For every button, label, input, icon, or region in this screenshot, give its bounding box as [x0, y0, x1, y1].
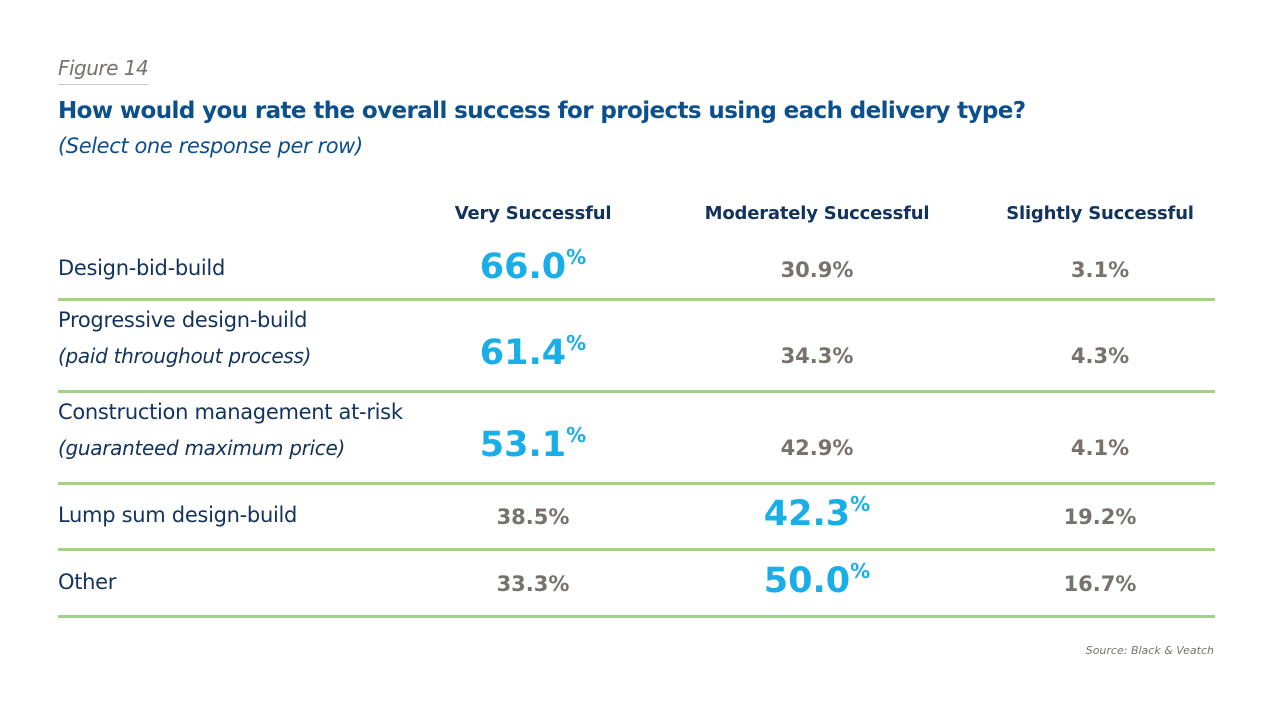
value-number: 4.1	[1070, 436, 1109, 460]
percent-sign: %	[548, 505, 570, 529]
value-cell: 34.3%	[781, 344, 854, 368]
value-cell: 53.1%	[480, 423, 586, 465]
row-label: Other	[58, 569, 117, 594]
row-label: Construction management at-risk	[58, 400, 403, 424]
value-number: 4.3	[1070, 344, 1109, 368]
row-label: Design-bid-build	[58, 256, 225, 280]
table-row: Design-bid-build 66.0% 30.9% 3.1%	[58, 240, 1215, 301]
percent-sign: %	[850, 492, 871, 516]
chart-title: How would you rate the overall success f…	[58, 98, 1026, 124]
value-number: 66.0	[479, 247, 567, 287]
value-cell: 4.3%	[1071, 344, 1129, 368]
percent-sign: %	[1115, 571, 1137, 596]
value-number: 53.1	[479, 425, 567, 465]
percent-sign: %	[1115, 505, 1137, 529]
value-cell: 3.1%	[1071, 258, 1129, 282]
table-row: Construction management at-risk (guarante…	[58, 394, 1215, 485]
percent-sign: %	[1108, 436, 1130, 460]
value-cell: 33.3%	[497, 572, 570, 596]
value-number: 16.7	[1063, 571, 1116, 596]
value-number: 42.9	[780, 436, 833, 460]
value-cell: 4.1%	[1071, 436, 1129, 460]
column-header-slightly-successful: Slightly Successful	[1006, 203, 1194, 224]
percent-sign: %	[850, 558, 871, 583]
value-cell: 42.9%	[781, 436, 854, 460]
table-row: Lump sum design-build 38.5% 42.3% 19.2%	[58, 486, 1215, 551]
percent-sign: %	[832, 436, 854, 460]
value-number: 38.5	[496, 505, 549, 529]
value-number: 30.9	[780, 258, 833, 282]
column-header-very-successful: Very Successful	[454, 203, 612, 224]
percent-sign: %	[832, 344, 854, 368]
value-number: 50.0	[763, 560, 851, 601]
value-cell: 66.0%	[480, 245, 586, 287]
value-cell: 42.3%	[764, 492, 870, 534]
column-header-moderately-successful: Moderately Successful	[704, 203, 930, 224]
percent-sign: %	[1108, 344, 1130, 368]
value-number: 42.3	[763, 494, 851, 534]
table-row: Progressive design-build (paid throughout…	[58, 302, 1215, 393]
percent-sign: %	[566, 423, 587, 447]
value-cell: 30.9%	[781, 258, 854, 282]
value-number: 33.3	[496, 571, 549, 596]
value-number: 3.1	[1070, 258, 1109, 282]
table-row: Other 33.3% 50.0% 16.7%	[58, 552, 1215, 618]
source-note: Source: Black & Veatch	[1085, 644, 1214, 657]
row-sublabel: (paid throughout process)	[58, 344, 312, 368]
value-cell: 16.7%	[1064, 572, 1137, 596]
percent-sign: %	[566, 245, 587, 269]
value-number: 19.2	[1063, 505, 1116, 529]
percent-sign: %	[566, 331, 587, 355]
chart-subtitle: (Select one response per row)	[58, 134, 363, 158]
value-number: 61.4	[479, 333, 567, 373]
percent-sign: %	[1108, 258, 1130, 282]
row-label: Progressive design-build	[58, 308, 308, 332]
figure-label: Figure 14	[58, 56, 149, 85]
percent-sign: %	[548, 571, 570, 596]
value-cell: 19.2%	[1064, 505, 1137, 529]
value-cell: 50.0%	[764, 559, 870, 601]
value-cell: 38.5%	[497, 505, 570, 529]
percent-sign: %	[832, 258, 854, 282]
row-label: Lump sum design-build	[58, 503, 298, 527]
value-number: 34.3	[780, 344, 833, 368]
value-cell: 61.4%	[480, 331, 586, 373]
row-sublabel: (guaranteed maximum price)	[58, 436, 345, 460]
